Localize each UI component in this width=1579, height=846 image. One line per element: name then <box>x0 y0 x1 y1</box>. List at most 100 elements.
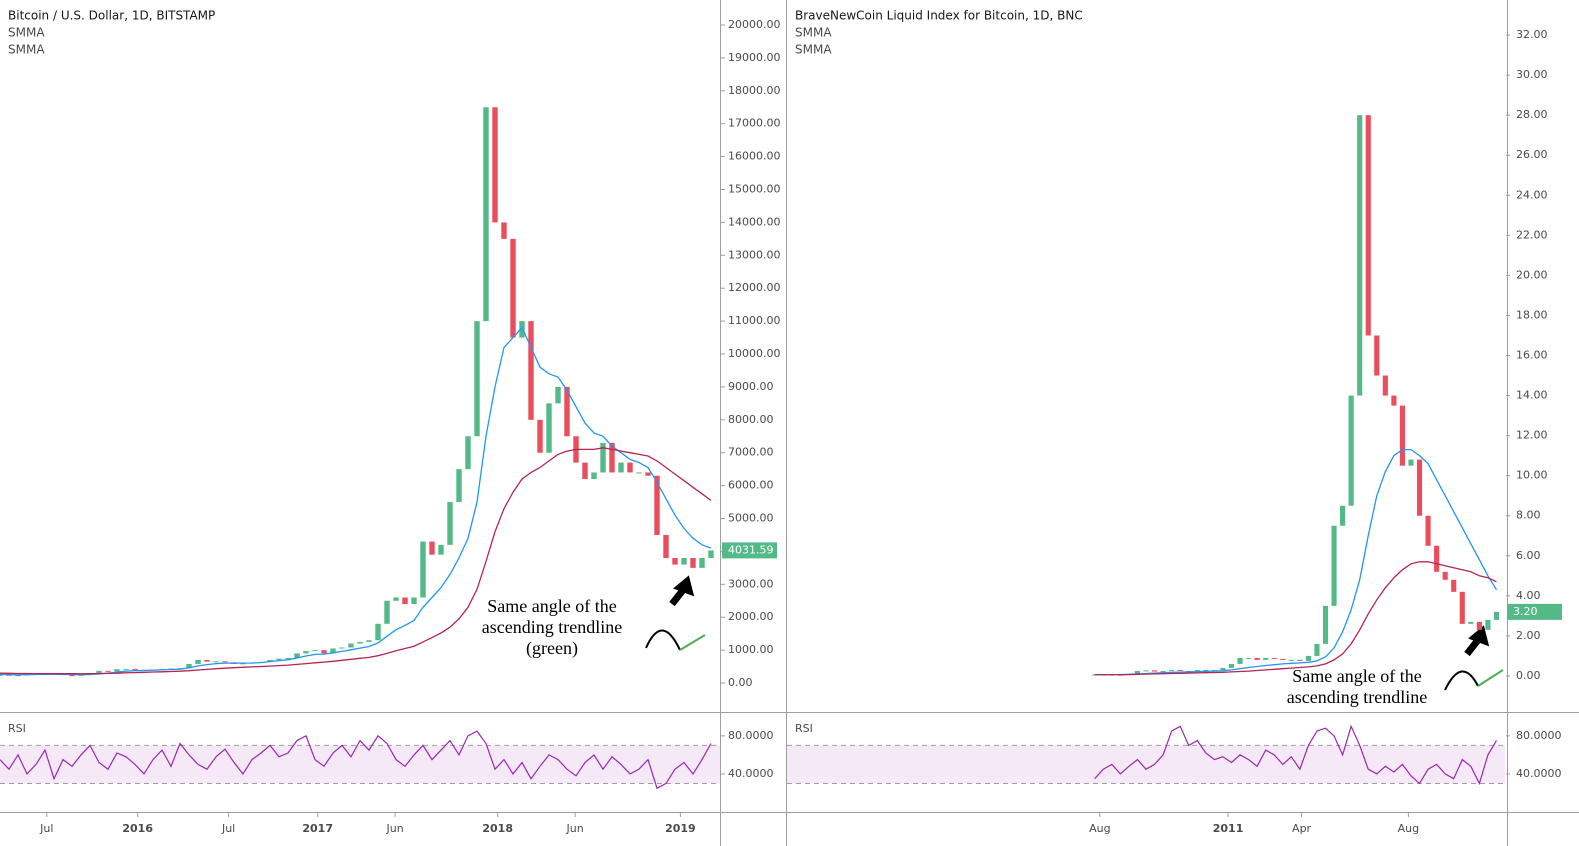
candle <box>339 647 345 649</box>
candle <box>1357 115 1363 396</box>
candle <box>0 674 3 676</box>
x-tick-label: Jun <box>566 822 584 835</box>
candle <box>1434 545 1440 572</box>
y-tick-label: 16.00 <box>1516 349 1548 362</box>
y-tick-label: 8.00 <box>1516 509 1541 522</box>
candle <box>1263 657 1269 660</box>
y-tick-label: 6000.00 <box>728 479 774 492</box>
candle <box>384 600 390 624</box>
candle <box>483 107 489 322</box>
candle <box>1365 115 1371 336</box>
candle <box>708 550 714 558</box>
x-tick-label: 2019 <box>665 822 696 835</box>
candle <box>465 436 471 470</box>
candle <box>681 557 687 565</box>
candle <box>420 541 426 598</box>
annotation: Same angle of the <box>1292 666 1421 686</box>
rsi-line <box>0 730 712 790</box>
y-tick-label: 8000.00 <box>728 413 774 426</box>
y-tick-label: 24.00 <box>1516 188 1548 201</box>
candle <box>663 534 669 558</box>
candle <box>519 321 525 338</box>
candle <box>510 238 516 338</box>
trendline <box>679 634 706 651</box>
annotation: ascending trendline <box>482 617 622 637</box>
candle <box>1331 525 1337 606</box>
y-tick-label: 80.0000 <box>1516 729 1562 742</box>
candle <box>1297 659 1303 661</box>
x-tick-label: Apr <box>1292 822 1312 835</box>
candle <box>123 668 129 670</box>
candle <box>627 462 633 473</box>
candle <box>1134 670 1141 674</box>
x-tick-label: 2018 <box>482 822 513 835</box>
candle <box>1246 657 1252 659</box>
candle <box>15 675 21 677</box>
annotation: Same angle of the <box>487 596 616 616</box>
candle <box>1425 515 1431 546</box>
candle <box>501 222 507 239</box>
y-tick-label: 3000.00 <box>728 577 774 590</box>
x-tick-label: Aug <box>1089 822 1110 835</box>
candle <box>654 475 660 535</box>
y-tick-label: 80.0000 <box>728 729 774 742</box>
candle <box>402 597 408 605</box>
candle <box>1348 395 1354 506</box>
candle <box>303 651 309 654</box>
candle <box>1305 655 1311 661</box>
candle <box>600 442 606 473</box>
trendline <box>1477 669 1504 687</box>
y-tick-label: 14000.00 <box>728 215 781 228</box>
candle <box>555 386 561 404</box>
y-tick-label: 30.00 <box>1516 68 1548 81</box>
candle <box>1151 670 1158 672</box>
candle <box>1237 657 1243 664</box>
candle <box>1160 670 1166 672</box>
y-tick-label: 22.00 <box>1516 228 1548 241</box>
legend-entry: SMMA <box>8 26 45 40</box>
candle <box>429 541 435 555</box>
candle <box>69 675 75 677</box>
x-tick-label: Jul <box>39 822 53 835</box>
legend-entry: SMMA <box>795 43 832 57</box>
price-label-box <box>722 542 777 559</box>
candle <box>186 663 192 669</box>
candle <box>609 442 615 473</box>
candle <box>456 469 462 503</box>
x-tick-label: Aug <box>1398 822 1419 835</box>
y-tick-label: 12.00 <box>1516 429 1548 442</box>
annotation: ascending trendline <box>1287 687 1427 707</box>
candle <box>1476 621 1482 630</box>
y-tick-label: 13000.00 <box>728 248 781 261</box>
candle <box>114 669 120 672</box>
candle <box>1211 669 1217 671</box>
candle <box>132 668 138 670</box>
y-tick-label: 28.00 <box>1516 108 1548 121</box>
arrow-head <box>673 575 695 597</box>
candle <box>1314 643 1320 656</box>
legend-entry: SMMA <box>795 26 832 40</box>
y-tick-label: 19000.00 <box>728 51 781 64</box>
candle <box>447 502 453 545</box>
y-tick-label: 7000.00 <box>728 446 774 459</box>
candle <box>1117 674 1123 676</box>
y-tick-label: 20000.00 <box>728 18 781 31</box>
chart-title: Bitcoin / U.S. Dollar, 1D, BITSTAMP <box>8 9 215 23</box>
y-tick-label: 2.00 <box>1516 629 1541 642</box>
candle <box>1382 375 1388 396</box>
candle <box>348 643 354 648</box>
y-tick-label: 14.00 <box>1516 389 1548 402</box>
rsi-label: RSI <box>8 722 26 735</box>
candle <box>276 658 282 660</box>
price-label-box <box>1507 603 1562 620</box>
x-tick-label: 2017 <box>302 822 333 835</box>
candle <box>240 663 246 665</box>
candle <box>1374 335 1380 376</box>
candle <box>672 557 678 565</box>
candle <box>195 659 201 664</box>
y-tick-label: 20.00 <box>1516 268 1548 281</box>
y-tick-label: 18.00 <box>1516 308 1548 321</box>
candle <box>1459 591 1465 624</box>
candle <box>1485 619 1491 630</box>
